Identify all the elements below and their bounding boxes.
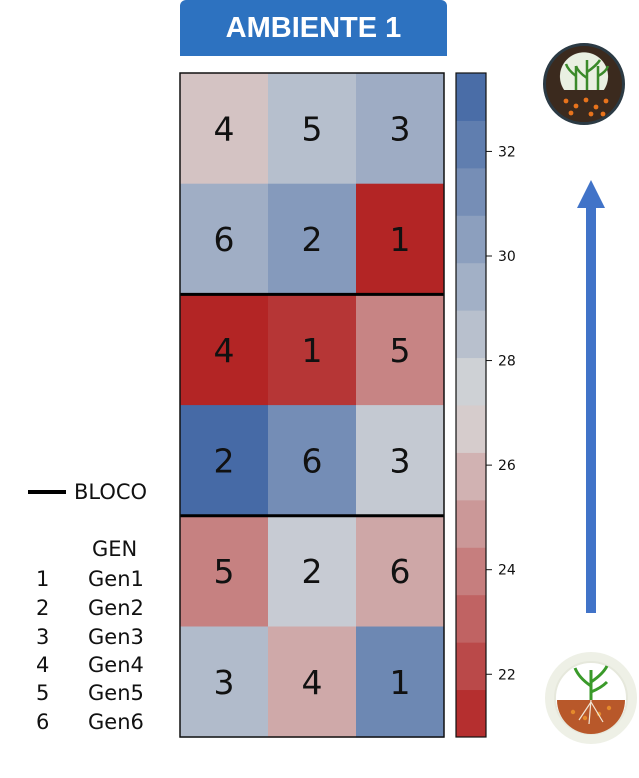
heatmap-cell [180, 73, 268, 185]
arrow-shaft [586, 205, 596, 613]
gen-legend-name: Gen6 [88, 710, 144, 734]
gen-legend-number: 4 [36, 653, 50, 677]
chart-title: AMBIENTE 1 [180, 0, 447, 56]
colorbar-bin [456, 499, 486, 548]
gen-legend-title: GEN [92, 537, 138, 561]
colorbar-bin [456, 547, 486, 596]
cell-genotype-label: 2 [214, 441, 235, 480]
colorbar-tick-label: 26 [498, 458, 516, 474]
colorbar-bin [456, 73, 486, 121]
gen-legend-row: 1 Gen1 [28, 567, 144, 591]
colorbar-bin [456, 310, 486, 359]
heatmap-cell [356, 183, 444, 295]
colorbar-bin [456, 120, 486, 169]
cell-genotype-label: 3 [390, 441, 411, 480]
cell-genotype-label: 3 [390, 109, 411, 148]
colorbar-tick-label: 28 [498, 354, 516, 370]
colorbar-tick-label: 22 [498, 667, 516, 683]
cell-genotype-label: 4 [302, 663, 323, 702]
gen-legend-name: Gen4 [88, 653, 144, 677]
plant-soil-icon [543, 43, 625, 125]
heatmap-cell [268, 294, 356, 406]
gen-legend-row: 6 Gen6 [28, 710, 144, 734]
colorbar-bin [456, 689, 486, 738]
gen-legend-name: Gen2 [88, 596, 144, 620]
bloco-label: BLOCO [74, 480, 148, 504]
heatmap-cell [180, 183, 268, 295]
colorbar-bin [456, 405, 486, 453]
heatmap-cell [356, 405, 444, 517]
colorbar-tick-label: 24 [498, 563, 516, 579]
gen-legend-name: Gen5 [88, 681, 144, 705]
heatmap-cell [268, 73, 356, 185]
cell-genotype-label: 5 [390, 331, 411, 370]
cell-genotype-label: 4 [214, 331, 235, 370]
plant-roots-icon [545, 652, 637, 744]
gen-legend-number: 3 [36, 625, 50, 649]
cell-genotype-label: 1 [390, 220, 411, 259]
block-separators [180, 292, 444, 518]
heatmap-cell [180, 294, 268, 406]
gen-legend-name: Gen1 [88, 567, 144, 591]
colorbar-bin [456, 167, 486, 216]
cell-genotype-label: 2 [302, 552, 323, 591]
cell-genotype-label: 4 [214, 109, 235, 148]
cell-genotype-label: 1 [302, 331, 323, 370]
cell-genotype-label: 1 [390, 663, 411, 702]
heatmap-cell [180, 515, 268, 627]
cell-genotype-label: 5 [302, 109, 323, 148]
heatmap-cell [268, 183, 356, 295]
colorbar-bin [456, 215, 486, 264]
colorbar-bin [456, 357, 486, 406]
gen-legend-row: 2 Gen2 [28, 596, 144, 620]
heatmap-cell [356, 73, 444, 185]
heatmap-cell [268, 626, 356, 738]
cell-genotype-label: 6 [390, 552, 411, 591]
gen-legend-row: 4 Gen4 [28, 653, 144, 677]
gen-legend-number: 6 [36, 710, 50, 734]
heatmap-cell [356, 626, 444, 738]
gen-legend-row: 3 Gen3 [28, 625, 144, 649]
cell-genotype-label: 2 [302, 220, 323, 259]
cell-genotype-label: 6 [302, 441, 323, 480]
heatmap-cell [268, 515, 356, 627]
heatmap-frame [179, 72, 445, 738]
heatmap-cell [356, 294, 444, 406]
colorbar-bin [456, 262, 486, 311]
gen-legend-number: 1 [36, 567, 50, 591]
bloco-legend: BLOCO [28, 480, 147, 504]
heatmap-cells: 4 5 3 6 2 1 4 1 5 2 6 3 5 2 6 3 4 1 [180, 73, 444, 738]
colorbar-tick-label: 30 [498, 249, 516, 265]
cell-genotype-label: 3 [214, 663, 235, 702]
cell-genotype-label: 5 [214, 552, 235, 591]
up-arrow [577, 180, 605, 613]
arrow-head [577, 180, 605, 208]
heatmap-cell [180, 405, 268, 517]
gen-legend-name: Gen3 [88, 625, 144, 649]
colorbar-tick-label: 32 [498, 144, 516, 160]
gen-legend-number: 2 [36, 596, 50, 620]
gen-legend-number: 5 [36, 681, 50, 705]
bloco-line-symbol [28, 490, 66, 494]
heatmap-cell [180, 626, 268, 738]
colorbar-bin [456, 452, 486, 501]
colorbar: 22 24 26 28 30 32 [455, 72, 516, 738]
gen-legend-row: 5 Gen5 [28, 681, 144, 705]
heatmap-cell [268, 405, 356, 517]
heatmap-cell [356, 515, 444, 627]
cell-genotype-label: 6 [214, 220, 235, 259]
colorbar-bin [456, 594, 486, 643]
colorbar-bin [456, 642, 486, 691]
colorbar-frame [455, 72, 487, 738]
